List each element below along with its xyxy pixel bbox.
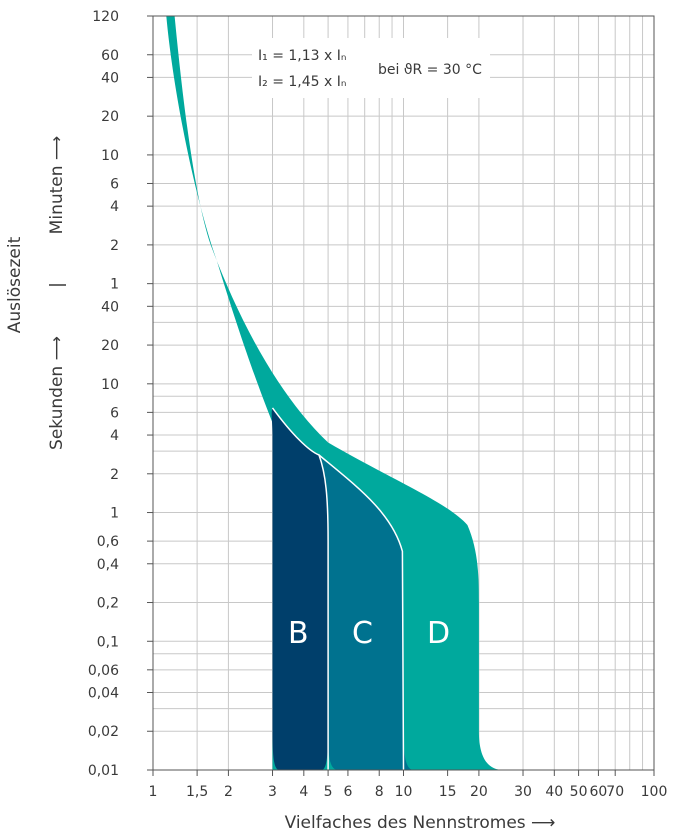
curve-c-band [319, 455, 414, 770]
x-tick-label: 5 [324, 784, 333, 800]
y-tick-label: 0,1 [97, 634, 119, 650]
y-tick-label: 20 [101, 338, 119, 354]
y-tick-label: 4 [110, 199, 119, 215]
x-tick-label: 2 [224, 784, 233, 800]
x-tick-label: 8 [375, 784, 384, 800]
annotation-i2: I₂ = 1,45 x Iₙ [258, 74, 346, 90]
x-tick-label: 30 [514, 784, 532, 800]
curve-b-band [271, 407, 329, 770]
curve-c-d-separator [318, 454, 405, 771]
y-axis-separator: | [47, 282, 67, 288]
x-tick-label: 6 [343, 784, 352, 800]
annotation-box [252, 38, 490, 98]
y-tick-label: 0,06 [88, 663, 119, 679]
y-tick-label: 40 [101, 70, 119, 86]
annotation-temperature: bei ϑR = 30 °C [378, 62, 482, 78]
y-tick-label: 2 [110, 238, 119, 254]
x-tick-label: 1,5 [186, 784, 208, 800]
x-tick-label: 4 [299, 784, 308, 800]
curve-label-b: B [288, 616, 309, 651]
y-tick-label: 0,4 [97, 557, 119, 573]
x-tick-label: 3 [268, 784, 277, 800]
x-tick-label: 100 [641, 784, 668, 800]
x-tick-label: 50 [570, 784, 588, 800]
y-tick-label: 10 [101, 377, 119, 393]
y-tick-label: 0,02 [88, 724, 119, 740]
horizontal-gridlines [153, 15, 654, 771]
x-axis-title: Vielfaches des Nennstromes ⟶ [285, 813, 556, 833]
y-tick-label: 6 [110, 176, 119, 192]
y-tick-label: 40 [101, 299, 119, 315]
vertical-gridlines [196, 16, 644, 770]
x-tick-label: 1 [149, 784, 158, 800]
x-tick-label: 70 [606, 784, 624, 800]
y-tick-label: 2 [110, 467, 119, 483]
y-tick-label: 6 [110, 405, 119, 421]
x-tick-label: 10 [395, 784, 413, 800]
curve-label-d: D [427, 616, 450, 651]
y-axis-title: Auslösezeit [5, 236, 25, 333]
x-tick-label: 60 [590, 784, 608, 800]
x-tick-label: 40 [545, 784, 563, 800]
y-axis-seconds-label: Sekunden ⟶ [47, 336, 67, 450]
y-tick-label: 20 [101, 109, 119, 125]
y-tick-label: 10 [101, 148, 119, 164]
y-tick-label: 0,6 [97, 534, 119, 550]
curve-label-c: C [352, 616, 373, 651]
y-tick-label: 1 [110, 506, 119, 522]
y-axis-minutes-label: Minuten ⟶ [47, 136, 67, 235]
x-tick-label: 15 [439, 784, 457, 800]
y-tick-label: 0,2 [97, 596, 119, 612]
y-tick-label: 120 [92, 9, 119, 25]
y-tick-label: 4 [110, 428, 119, 444]
x-tick-label: 20 [470, 784, 488, 800]
curve-d-band [166, 16, 504, 770]
y-tick-label: 0,01 [88, 763, 119, 779]
y-tick-label: 0,04 [88, 685, 119, 701]
y-tick-label: 1 [110, 277, 119, 293]
y-tick-labels: 120 60 40 20 10 6 4 2 1 40 20 10 6 4 2 1 0,6 0,4 0,2 0,1 0,0… [88, 9, 153, 779]
y-tick-label: 60 [101, 48, 119, 64]
annotation-i1: I₁ = 1,13 x Iₙ [258, 48, 346, 64]
